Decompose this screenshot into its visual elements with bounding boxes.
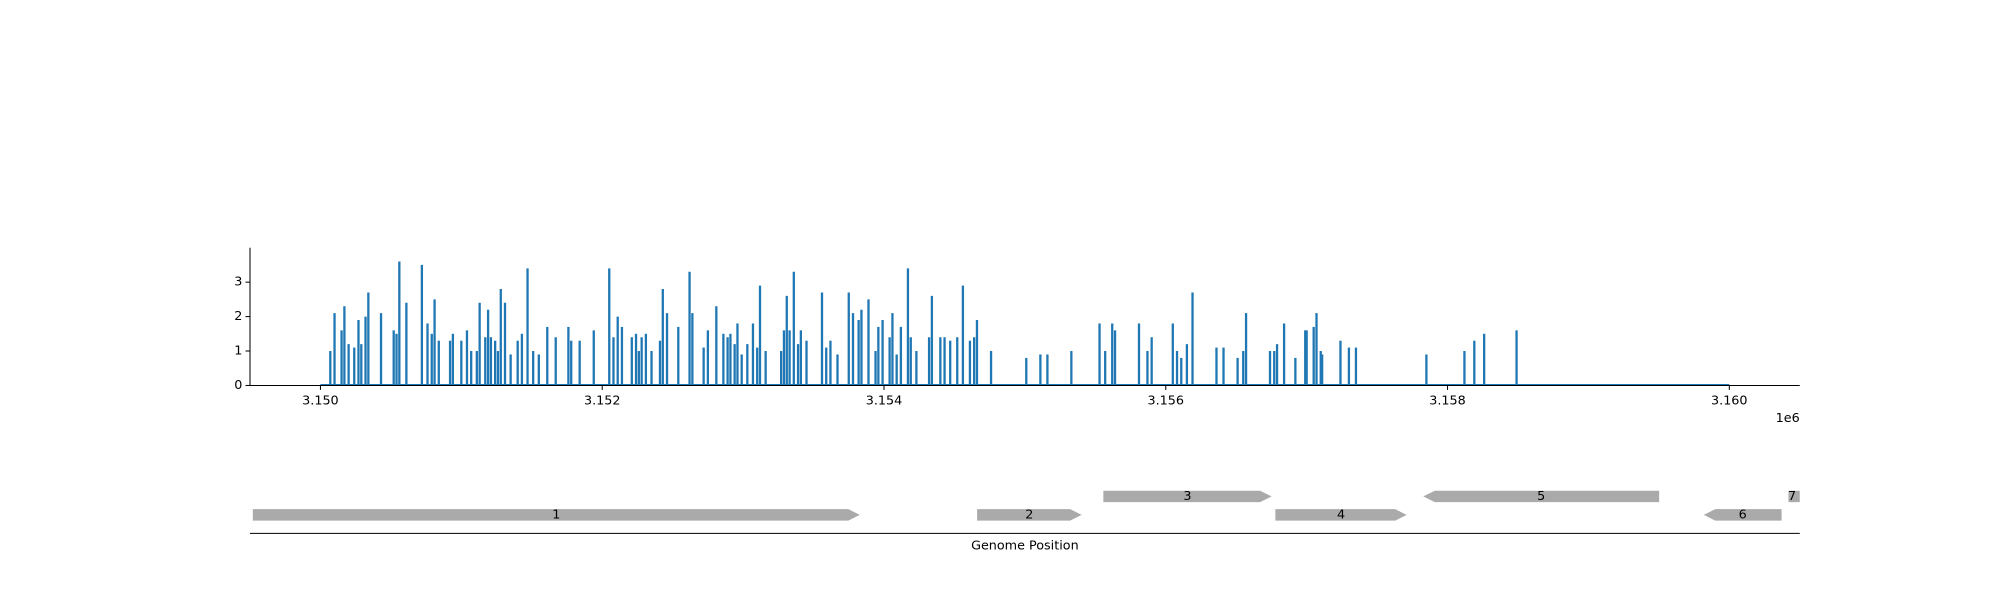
y-tick-label: 3 (234, 275, 242, 290)
gene-arrow (1423, 490, 1660, 503)
x-tick-label: 3.150 (302, 393, 339, 408)
gene-arrow (977, 509, 1082, 521)
gene-arrow (1703, 509, 1782, 521)
gene-panel: 1 2 3 4 5 6 7 Genome Position (250, 489, 1800, 554)
x-tick-label: 3.158 (1429, 393, 1466, 408)
gene-label: 5 (1537, 489, 1545, 504)
gene-label: 6 (1739, 507, 1747, 522)
gene-label: 3 (1183, 489, 1191, 504)
gene-arrow (252, 509, 860, 521)
y-tick-label: 1 (234, 344, 242, 359)
x-tick-label: 3.156 (1148, 393, 1185, 408)
axis-offset-text: 1e6 (1776, 411, 1800, 426)
x-tick-label: 3.152 (584, 393, 621, 408)
x-tick-label: 3.160 (1711, 393, 1748, 408)
coverage-panel: 0 1 2 3 3.150 3.152 3.154 3.156 3.158 3.160 1e6 (234, 247, 1800, 426)
gene-track (252, 490, 1800, 521)
gene-arrow (1103, 490, 1272, 503)
gene-label: 1 (552, 507, 560, 522)
gene-arrow (1788, 490, 1800, 503)
x-tick-label: 3.154 (866, 393, 903, 408)
gene-arrow (1275, 509, 1407, 521)
y-tick-label: 0 (234, 378, 242, 393)
x-axis-label: Genome Position (971, 539, 1079, 554)
gene-label: 2 (1025, 507, 1033, 522)
gene-label: 4 (1337, 507, 1345, 522)
y-tick-label: 2 (234, 309, 242, 324)
gene-label: 7 (1788, 489, 1796, 504)
